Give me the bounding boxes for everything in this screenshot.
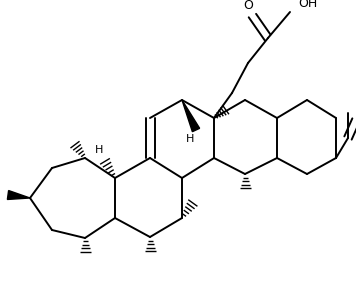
Polygon shape [7,191,30,199]
Text: O: O [243,0,253,12]
Text: OH: OH [298,0,317,10]
Text: H: H [95,145,103,155]
Polygon shape [182,100,200,132]
Text: H: H [186,134,194,144]
